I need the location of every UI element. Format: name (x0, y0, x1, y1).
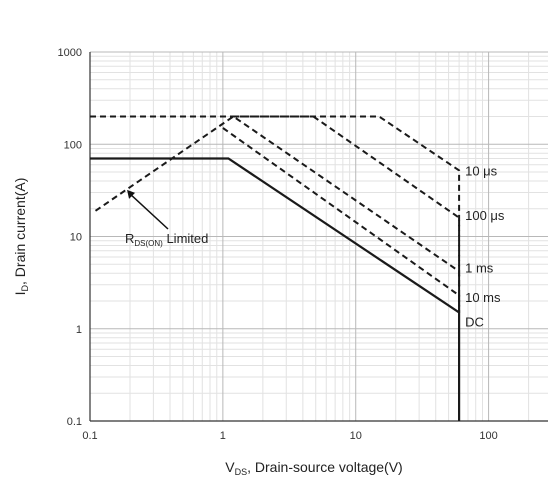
y-axis-title-main: I (12, 291, 28, 295)
x-axis-title-rest: , Drain-source voltage(V) (247, 459, 403, 475)
rdson-limited-label: RDS(ON) Limited (125, 231, 208, 248)
axes (89, 52, 548, 422)
series-label-2: 1 ms (465, 261, 494, 276)
y-axis-title: ID, Drain current(A) (12, 178, 30, 296)
series-line-1 (233, 115, 461, 313)
x-tick-label: 1 (220, 430, 226, 442)
x-axis-title-subscript: DS (235, 467, 248, 477)
x-axis-title: VDS, Drain-source voltage(V) (225, 459, 402, 477)
rdson-label-rest: Limited (163, 231, 209, 246)
rdson-arrow-head (127, 189, 136, 199)
rdson-arrow-line (129, 193, 169, 230)
series-label-3: 10 ms (465, 290, 501, 305)
series-label-4: DC (465, 314, 484, 329)
x-tick-label: 10 (350, 430, 362, 442)
y-tick-label: 10 (70, 232, 82, 244)
chart-labels: 0.1 1 10 100 0.1 1 10 100 1000 VDS, Drain-source … (12, 47, 505, 477)
chart-annotations: RDS(ON) Limited (125, 189, 208, 248)
x-tick-label: 100 (479, 430, 497, 442)
y-tick-label: 1000 (58, 47, 82, 59)
series-line-3 (222, 127, 461, 313)
y-axis-title-subscript: D (20, 284, 30, 291)
y-tick-label: 1 (76, 324, 82, 336)
y-tick-label: 0.1 (67, 416, 82, 428)
series-label-0: 10 μs (465, 163, 498, 178)
x-axis-title-main: V (225, 459, 235, 475)
series-line-4 (90, 157, 461, 421)
series-label-1: 100 μs (465, 208, 505, 223)
x-tick-label: 0.1 (82, 430, 97, 442)
series-line-2 (94, 115, 461, 313)
series-lines (90, 115, 461, 421)
rdson-label-main: R (125, 231, 134, 246)
y-tick-label: 100 (64, 139, 82, 151)
rdson-label-subscript: DS(ON) (134, 239, 163, 248)
y-axis-title-rest: , Drain current(A) (12, 178, 28, 285)
